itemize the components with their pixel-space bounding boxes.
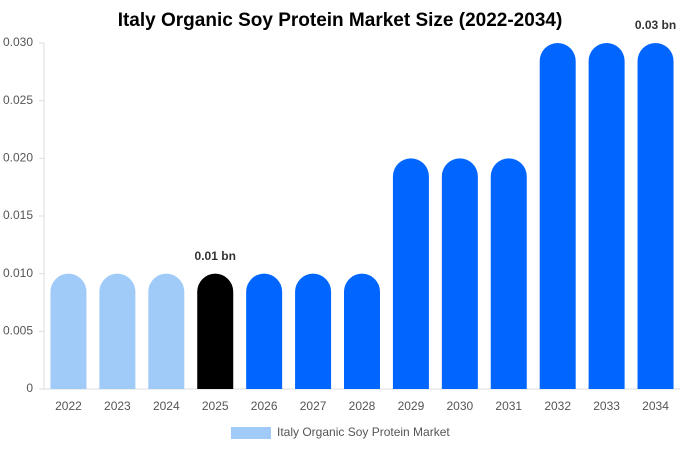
y-tick-label: 0.005 <box>3 324 33 338</box>
x-tick-label: 2034 <box>642 399 669 413</box>
y-tick-label: 0.030 <box>3 35 33 49</box>
bar <box>50 273 87 389</box>
bar <box>344 273 380 389</box>
bar <box>148 273 185 389</box>
bar <box>197 273 234 389</box>
bar <box>392 158 429 389</box>
y-tick-label: 0.015 <box>3 208 33 222</box>
x-tick-label: 2031 <box>495 399 522 413</box>
legend-label: Italy Organic Soy Protein Market <box>277 425 450 439</box>
x-tick-label: 2028 <box>349 399 376 413</box>
x-tick-label: 2026 <box>251 399 278 413</box>
bar <box>441 158 478 389</box>
value-label: 0.01 bn <box>195 249 236 263</box>
bar <box>295 273 332 389</box>
y-tick-label: 0.020 <box>3 151 33 165</box>
x-tick-label: 2023 <box>104 399 131 413</box>
bar <box>637 43 674 389</box>
y-tick-label: 0 <box>26 381 33 395</box>
x-tick-label: 2024 <box>153 399 180 413</box>
x-tick-label: 2027 <box>300 399 327 413</box>
x-tick-label: 2029 <box>398 399 425 413</box>
x-tick-label: 2022 <box>55 399 82 413</box>
value-label: 0.03 bn <box>635 18 676 32</box>
chart-title: Italy Organic Soy Protein Market Size (2… <box>118 10 563 31</box>
x-tick-label: 2033 <box>593 399 620 413</box>
bar <box>539 43 576 389</box>
y-tick-label: 0.025 <box>3 93 33 107</box>
bar <box>490 158 527 389</box>
bar <box>99 273 136 389</box>
x-tick-label: 2030 <box>446 399 473 413</box>
legend-swatch <box>231 427 271 439</box>
y-tick-label: 0.010 <box>3 266 33 280</box>
x-tick-label: 2032 <box>544 399 571 413</box>
bar <box>246 273 283 389</box>
x-tick-label: 2025 <box>202 399 229 413</box>
bar <box>588 43 625 389</box>
